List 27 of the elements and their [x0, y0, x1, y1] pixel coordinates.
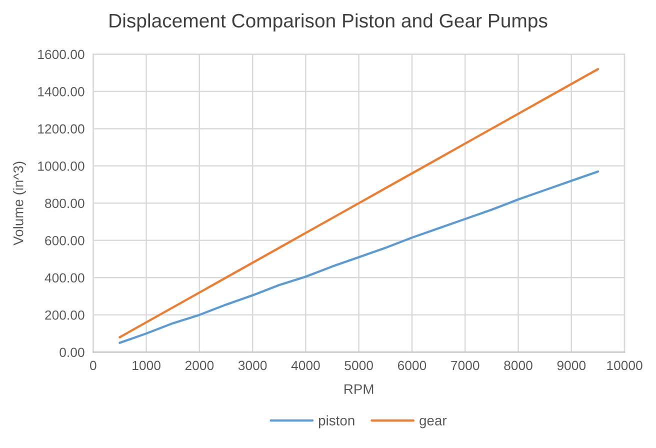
- y-tick-label: 0.00: [60, 348, 84, 358]
- x-tick-label: 3000: [238, 360, 267, 370]
- y-tick-label: 600.00: [45, 236, 84, 246]
- x-tick-label: 10000: [607, 360, 642, 370]
- x-tick-label: 9000: [557, 360, 586, 370]
- y-tick-label: 1200.00: [38, 124, 84, 134]
- x-axis-title: RPM: [344, 384, 374, 394]
- y-axis-title: Volume (in^3): [13, 162, 26, 246]
- line-series: [118, 68, 600, 338]
- x-tick-label: 8000: [504, 360, 532, 370]
- x-tick-label: 6000: [398, 360, 426, 370]
- legend-label: gear: [420, 418, 447, 428]
- x-tick-label: 2000: [185, 360, 214, 370]
- y-tick-label: 1000.00: [38, 161, 84, 171]
- x-tick-label: 5000: [344, 360, 373, 370]
- legend-label: piston: [318, 415, 354, 428]
- y-tick-label: 1400.00: [38, 87, 84, 96]
- x-tick-label: 7000: [451, 360, 480, 370]
- y-tick-label: 800.00: [45, 198, 84, 208]
- x-tick-label: 4000: [291, 360, 320, 370]
- chart-title: Displacement Comparison Piston and Gear Pumps: [110, 13, 548, 32]
- x-tick-label: 0: [90, 360, 96, 370]
- y-tick-label: 400.00: [44, 273, 84, 283]
- line-series: [118, 170, 600, 344]
- y-tick-label: 1600.00: [38, 50, 84, 60]
- y-tick-label: 200.00: [45, 310, 84, 320]
- x-tick-label: 1000: [132, 360, 160, 370]
